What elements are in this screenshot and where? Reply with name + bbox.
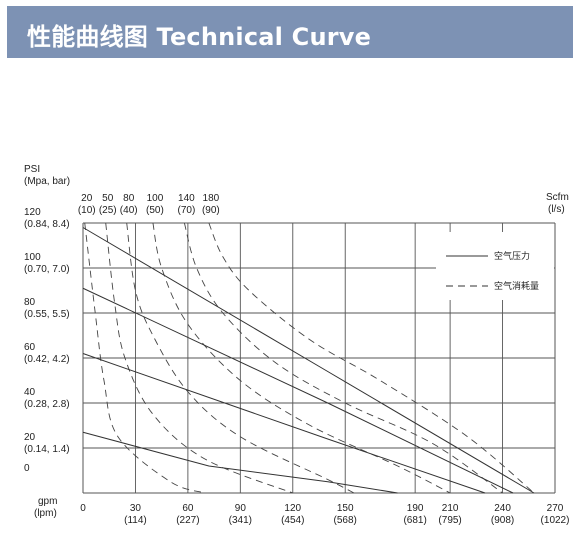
air-tick-label: 80 — [123, 193, 135, 204]
y-tick-label: 0 — [24, 463, 30, 474]
x-tick-label: 30 — [130, 503, 142, 514]
y-axis-label: PSI — [24, 164, 40, 175]
legend-solid-label: 空气压力 — [494, 250, 530, 262]
y-tick-label: 100 — [24, 252, 41, 263]
air-tick-label: 50 — [102, 193, 114, 204]
y-tick-label: 120 — [24, 207, 41, 218]
x-tick-label: 90 — [235, 503, 247, 514]
air-consumption-series — [126, 222, 355, 494]
y-tick-sublabel: (0.55, 5.5) — [24, 309, 70, 320]
x-axis-unit-label: (lpm) — [34, 508, 57, 519]
air-consumption-series — [183, 222, 503, 494]
x-tick-sublabel: (795) — [438, 515, 461, 526]
x-tick-label: 60 — [182, 503, 194, 514]
x-tick-sublabel: (454) — [281, 515, 304, 526]
air-pressure-curves — [82, 227, 535, 494]
axis-labels: 0 30(114)60(227)90(341)120(454)150(568)19… — [24, 193, 569, 526]
air-tick-sublabel: (25) — [99, 205, 117, 216]
title-banner: 性能曲线图 Technical Curve — [7, 6, 573, 58]
x-axis-label: gpm — [38, 496, 57, 507]
y-tick-sublabel: (0.14, 1.4) — [24, 444, 70, 455]
x-tick-sublabel: (908) — [491, 515, 514, 526]
y-tick-sublabel: (0.84, 8.4) — [24, 219, 70, 230]
x-tick-sublabel: (227) — [176, 515, 199, 526]
y-tick-sublabel: (0.42, 4.2) — [24, 354, 70, 365]
air-tick-label: 20 — [81, 193, 93, 204]
y-tick-label: 40 — [24, 387, 36, 398]
y-tick-label: 20 — [24, 432, 36, 443]
air-tick-sublabel: (50) — [146, 205, 164, 216]
x-tick-label: 190 — [407, 503, 424, 514]
legend: 空气压力 空气消耗量 — [436, 232, 554, 300]
air-consumption-curves — [84, 222, 535, 494]
x-tick-sublabel: (1022) — [541, 515, 570, 526]
legend-box — [436, 232, 554, 300]
x-tick-sublabel: (341) — [229, 515, 252, 526]
air-consumption-series — [208, 222, 535, 494]
air-tick-sublabel: (10) — [78, 205, 96, 216]
air-tick-label: 100 — [147, 193, 164, 204]
y-tick-sublabel: (0.70, 7.0) — [24, 264, 70, 275]
air-tick-label: 180 — [203, 193, 220, 204]
y-tick-label: 80 — [24, 297, 36, 308]
y-axis-unit-label: (Mpa, bar) — [24, 176, 70, 187]
air-tick-sublabel: (70) — [177, 205, 195, 216]
air-pressure-series — [82, 287, 514, 494]
air-tick-sublabel: (40) — [120, 205, 138, 216]
x-tick-label: 270 — [547, 503, 564, 514]
x-tick-sublabel: (568) — [334, 515, 357, 526]
air-pressure-series — [82, 431, 398, 494]
legend-dashed-label: 空气消耗量 — [494, 280, 539, 292]
air-consumption-series — [152, 222, 451, 494]
x-tick-label: 0 — [80, 503, 86, 514]
air-pressure-series — [82, 353, 486, 494]
x-tick-sublabel: (681) — [403, 515, 426, 526]
x-tick-label: 210 — [442, 503, 459, 514]
top-axis-unit-label: (l/s) — [548, 204, 565, 215]
top-axis-label: Scfm — [546, 192, 569, 203]
air-consumption-series — [84, 222, 206, 494]
page-title: 性能曲线图 Technical Curve — [27, 23, 372, 51]
x-tick-label: 240 — [494, 503, 511, 514]
air-tick-label: 140 — [178, 193, 195, 204]
x-tick-label: 150 — [337, 503, 354, 514]
x-tick-sublabel: (114) — [124, 515, 147, 526]
x-tick-label: 120 — [284, 503, 301, 514]
air-tick-sublabel: (90) — [202, 205, 220, 216]
air-pressure-series — [82, 227, 535, 494]
y-tick-label: 60 — [24, 342, 36, 353]
y-tick-sublabel: (0.28, 2.8) — [24, 399, 70, 410]
